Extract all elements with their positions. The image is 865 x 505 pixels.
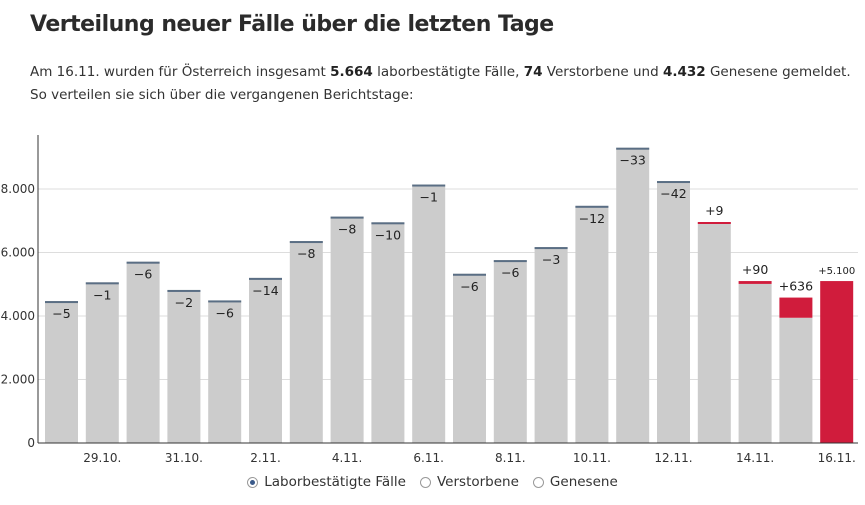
x-tick-label: 6.11. — [413, 451, 444, 465]
chart-title: Verteilung neuer Fälle über die letzten … — [30, 12, 554, 37]
bar — [412, 184, 446, 443]
bar — [779, 317, 813, 443]
change-label: −42 — [660, 186, 686, 201]
bar-decrease-cap — [371, 222, 405, 225]
change-label: +90 — [742, 262, 768, 277]
legend-label-recovered: Genesene — [549, 474, 618, 490]
bar-decrease-cap — [85, 282, 119, 285]
bar-increase — [697, 222, 731, 225]
change-label: −1 — [419, 190, 437, 205]
change-label: −5 — [52, 306, 70, 321]
radio-deaths[interactable] — [420, 476, 431, 488]
bar-decrease-cap — [534, 247, 568, 250]
change-label: −33 — [620, 153, 646, 168]
bar-decrease-cap — [330, 216, 364, 219]
x-tick-label: 14.11. — [736, 451, 774, 465]
change-label: +5.100 — [818, 266, 855, 277]
bar-increase — [820, 281, 854, 443]
change-label: −14 — [252, 283, 278, 298]
bar — [657, 181, 690, 443]
subtitle-text-4: Genesene gemeldet. — [705, 64, 851, 80]
change-label: −6 — [501, 265, 519, 280]
y-tick-label: 2.000 — [1, 372, 35, 386]
y-tick-label: 8.000 — [1, 182, 35, 196]
subtitle-text-1: Am 16.11. wurden für Österreich insgesam… — [30, 64, 331, 80]
bar — [249, 277, 282, 443]
y-tick-label: 6.000 — [1, 245, 35, 259]
change-label: −12 — [579, 211, 605, 226]
legend-item-cases[interactable]: Laborbestätigte Fälle — [247, 474, 406, 490]
change-label: −6 — [134, 267, 152, 282]
change-label: +636 — [779, 279, 813, 294]
change-label: −3 — [542, 252, 560, 267]
bar — [534, 247, 568, 443]
bar-increase — [738, 281, 772, 284]
bar — [45, 301, 78, 443]
change-label: +9 — [705, 203, 723, 218]
bar-decrease-cap — [616, 147, 650, 150]
bar — [738, 283, 772, 443]
subtitle-text-2: laborbestätigte Fälle, — [372, 64, 524, 80]
bar-decrease-cap — [575, 205, 609, 208]
bar-decrease-cap — [249, 277, 282, 280]
change-label: −8 — [338, 222, 356, 237]
bar — [697, 222, 731, 443]
change-label: −1 — [93, 287, 111, 302]
radio-cases[interactable] — [247, 476, 259, 488]
total-cases-value: 5.664 — [330, 64, 373, 80]
bar-decrease-cap — [289, 241, 323, 244]
bar — [167, 289, 201, 443]
subtitle-text-3: Verstorbene und — [542, 64, 663, 80]
bar — [85, 282, 119, 443]
bar — [208, 300, 242, 443]
bar — [126, 261, 160, 443]
x-tick-label: 4.11. — [332, 451, 363, 465]
change-label: −8 — [297, 246, 315, 261]
subtitle-line-1: Am 16.11. wurden für Österreich insgesam… — [30, 64, 851, 80]
y-tick-label: 4.000 — [1, 309, 35, 323]
bar-decrease-cap — [493, 260, 527, 263]
bar-decrease-cap — [167, 289, 201, 292]
x-tick-label: 8.11. — [495, 451, 526, 465]
bar — [371, 222, 405, 443]
legend-label-deaths: Verstorbene — [437, 474, 519, 490]
subtitle-line-2: So verteilen sie sich über die vergangen… — [30, 87, 414, 103]
bar-decrease-cap — [412, 184, 446, 187]
bar-decrease-cap — [126, 261, 160, 264]
legend-item-deaths[interactable]: Verstorbene — [420, 474, 519, 490]
legend: Laborbestätigte Fälle Verstorbene Genese… — [0, 474, 865, 490]
recovered-value: 4.432 — [662, 64, 706, 80]
x-tick-label: 31.10. — [165, 451, 203, 465]
y-tick-label: 0 — [27, 436, 35, 450]
x-tick-label: 12.11. — [654, 451, 692, 465]
x-tick-label: 29.10. — [83, 451, 121, 465]
bar — [453, 273, 486, 443]
deaths-value: 74 — [523, 64, 543, 80]
bar-decrease-cap — [453, 273, 486, 276]
change-label: −6 — [215, 305, 233, 320]
legend-item-recovered[interactable]: Genesene — [532, 474, 618, 490]
radio-recovered[interactable] — [532, 476, 544, 488]
bar-chart: 0 2.000 4.000 6.000 8.000 −5 −1 29.10. −6 −2 31.10… — [1, 135, 858, 465]
x-tick-label: 2.11. — [250, 451, 281, 465]
change-label: −2 — [175, 295, 193, 310]
legend-label-cases: Laborbestätigte Fälle — [264, 474, 406, 490]
bar — [616, 147, 650, 443]
bar-decrease-cap — [45, 301, 78, 304]
change-label: −10 — [375, 227, 401, 242]
bar — [575, 205, 609, 443]
change-label: −6 — [460, 279, 478, 294]
bar-decrease-cap — [657, 181, 690, 184]
bar-increase — [779, 297, 813, 318]
x-tick-label: 16.11. — [818, 451, 856, 465]
bar — [330, 216, 364, 443]
bar — [493, 260, 527, 443]
bar — [289, 241, 323, 443]
x-tick-label: 10.11. — [573, 451, 611, 465]
bar-decrease-cap — [208, 300, 242, 303]
